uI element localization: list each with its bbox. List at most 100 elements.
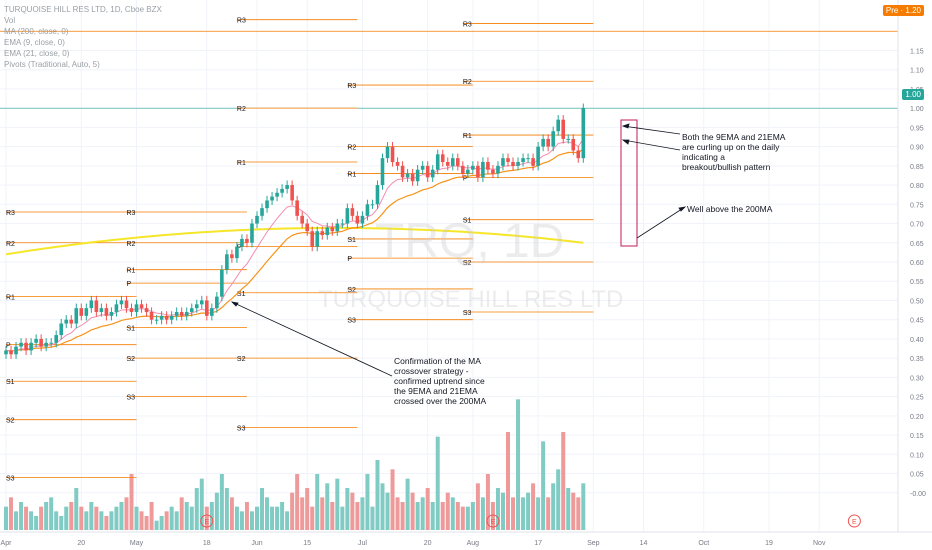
candle-body — [34, 338, 38, 343]
volume-bar — [420, 497, 425, 530]
candle-body — [315, 231, 320, 247]
pivot-level-label: R1 — [126, 268, 135, 275]
pivot-level-label: R2 — [237, 106, 246, 113]
candle-body — [506, 158, 510, 162]
pivot-level-label: S2 — [347, 287, 356, 294]
candle-body — [380, 158, 385, 186]
candle-body — [59, 323, 64, 336]
candle-body — [99, 308, 104, 312]
volume-bar — [320, 497, 325, 530]
candle-body — [124, 300, 129, 309]
candle-body — [516, 162, 520, 166]
volume-bar — [54, 511, 59, 530]
candle-body — [420, 165, 425, 170]
candle-body — [345, 208, 350, 224]
candle-body — [325, 227, 330, 236]
pivot-level-label: S1 — [347, 237, 356, 244]
volume-bar — [455, 502, 460, 530]
volume-bar — [445, 492, 450, 530]
candle-body — [104, 308, 109, 316]
volume-bar — [270, 506, 275, 530]
volume-bar — [234, 506, 239, 530]
candle-body — [405, 173, 410, 178]
candle-body — [215, 296, 219, 309]
volume-bar — [134, 506, 139, 530]
candle-body — [220, 269, 224, 297]
candle-body — [561, 119, 566, 139]
y-tick-label: 0.45 — [910, 318, 924, 325]
y-tick-label: 0.80 — [910, 183, 924, 190]
pivot-level-label: S2 — [237, 356, 246, 363]
candle-body — [541, 138, 545, 147]
volume-bar — [390, 469, 395, 530]
volume-bar — [460, 506, 465, 530]
candle-body — [29, 342, 33, 351]
price-axis[interactable]: 1.151.101.051.000.950.900.850.800.750.70… — [897, 0, 932, 550]
candle-body — [159, 315, 164, 320]
candle-body — [4, 350, 8, 355]
candle-body — [129, 308, 134, 312]
candle-body — [390, 146, 395, 162]
volume-bar — [209, 502, 214, 530]
indicator-pivots[interactable]: Pivots (Traditional, Auto, 5) — [4, 60, 100, 69]
time-axis[interactable]: Apr 20 May 18 Jun 15 Jul 20 Aug 17 Sep 14 Oct 19 Nov — [0, 531, 932, 547]
candle-body — [576, 150, 581, 159]
annotation-line: Well above the 200MA — [687, 204, 773, 214]
volume-bar — [465, 506, 470, 530]
volume-bar — [415, 502, 420, 530]
volume-bar — [561, 432, 566, 530]
candle-body — [415, 169, 420, 182]
pivot-level-label: R3 — [463, 22, 472, 29]
y-tick-label: 0.30 — [910, 375, 924, 382]
candle-body — [235, 246, 239, 259]
volume-bar — [29, 511, 34, 530]
y-tick-label: 0.85 — [910, 164, 924, 171]
candle-body — [385, 146, 390, 159]
pivot-level-label: S1 — [6, 379, 15, 386]
volume-bar — [129, 474, 134, 530]
volume-bar — [74, 488, 79, 530]
volume-bar — [184, 502, 189, 530]
candle-body — [546, 138, 550, 147]
y-tick-label: 0.35 — [910, 356, 924, 363]
earnings-icon — [847, 514, 861, 528]
x-tick-label: 20 — [77, 540, 85, 547]
x-tick-label: 17 — [534, 540, 542, 547]
candle-body — [230, 254, 234, 259]
indicator-vol[interactable]: Vol — [4, 16, 16, 25]
volume-bar — [219, 474, 224, 530]
y-tick-label: 1.10 — [910, 68, 924, 75]
indicator-ema21[interactable]: EMA (21, close, 0) — [4, 49, 70, 58]
volume-bar — [521, 497, 526, 530]
x-tick-label: 14 — [640, 540, 648, 547]
y-tick-label: 1.00 — [910, 106, 924, 113]
volume-bar — [335, 478, 340, 530]
candle-body — [450, 158, 455, 166]
candle-body — [536, 146, 540, 166]
candle-body — [320, 231, 325, 236]
candle-body — [491, 169, 495, 174]
indicator-ma200[interactable]: MA (200, close, 0) — [4, 27, 69, 36]
indicator-ema9[interactable]: EMA (9, close, 0) — [4, 38, 65, 47]
volume-bar — [290, 492, 295, 530]
highlight-box — [620, 119, 638, 247]
candle-body — [205, 300, 209, 316]
candle-body — [425, 165, 430, 178]
pivot-level-label: S2 — [6, 418, 15, 425]
candle-body — [174, 312, 179, 316]
candle-body — [194, 304, 199, 309]
volume-bar — [425, 488, 430, 530]
volume-bar — [546, 497, 551, 530]
candle-body — [330, 227, 335, 232]
volume-bar — [260, 488, 265, 530]
symbol-line[interactable]: TURQUOISE HILL RES LTD, 1D, Cboe BZX — [4, 5, 162, 14]
volume-bar — [350, 492, 355, 530]
x-tick-label: Oct — [698, 540, 709, 547]
arrowhead — [230, 301, 239, 307]
pivot-level-label: R1 — [237, 160, 246, 167]
volume-bar — [440, 502, 445, 530]
annotation-crossover: Confirmation of the MA crossover strateg… — [394, 356, 486, 406]
candle-body — [260, 208, 264, 216]
x-tick-label: 15 — [303, 540, 311, 547]
